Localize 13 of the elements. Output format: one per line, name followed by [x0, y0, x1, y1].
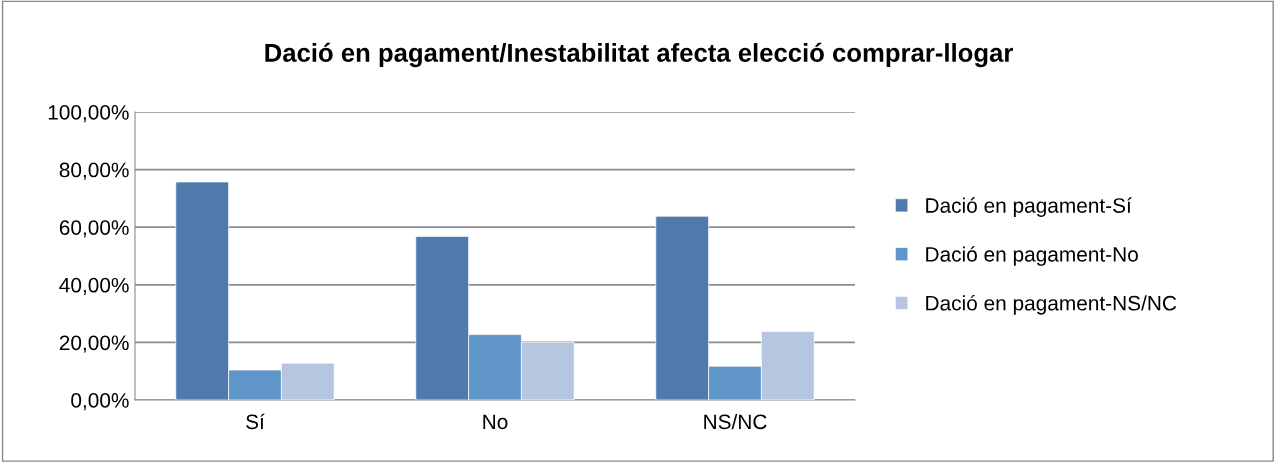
x-tick-label: Sí: [246, 413, 265, 430]
legend-label: Dació en pagament-No: [926, 246, 1138, 266]
y-tick-label: 100,00%: [48, 105, 129, 123]
x-tick-label: NS/NC: [704, 413, 767, 430]
x-tick-label: No: [483, 414, 508, 430]
legend-label: Dació en pagament-NS/NC: [926, 295, 1177, 315]
y-tick-label: 0,00%: [71, 393, 129, 411]
chart-title: Dació en pagament/Inestabilitat afecta elecció comprar-llogar: [265, 42, 1013, 68]
y-tick-label: 80,00%: [59, 162, 129, 180]
y-tick-label: 40,00%: [59, 277, 129, 296]
y-tick-label: 20,00%: [59, 335, 129, 353]
y-tick-label: 60,00%: [59, 220, 129, 238]
legend-label: Dació en pagament-Sí: [926, 197, 1132, 217]
